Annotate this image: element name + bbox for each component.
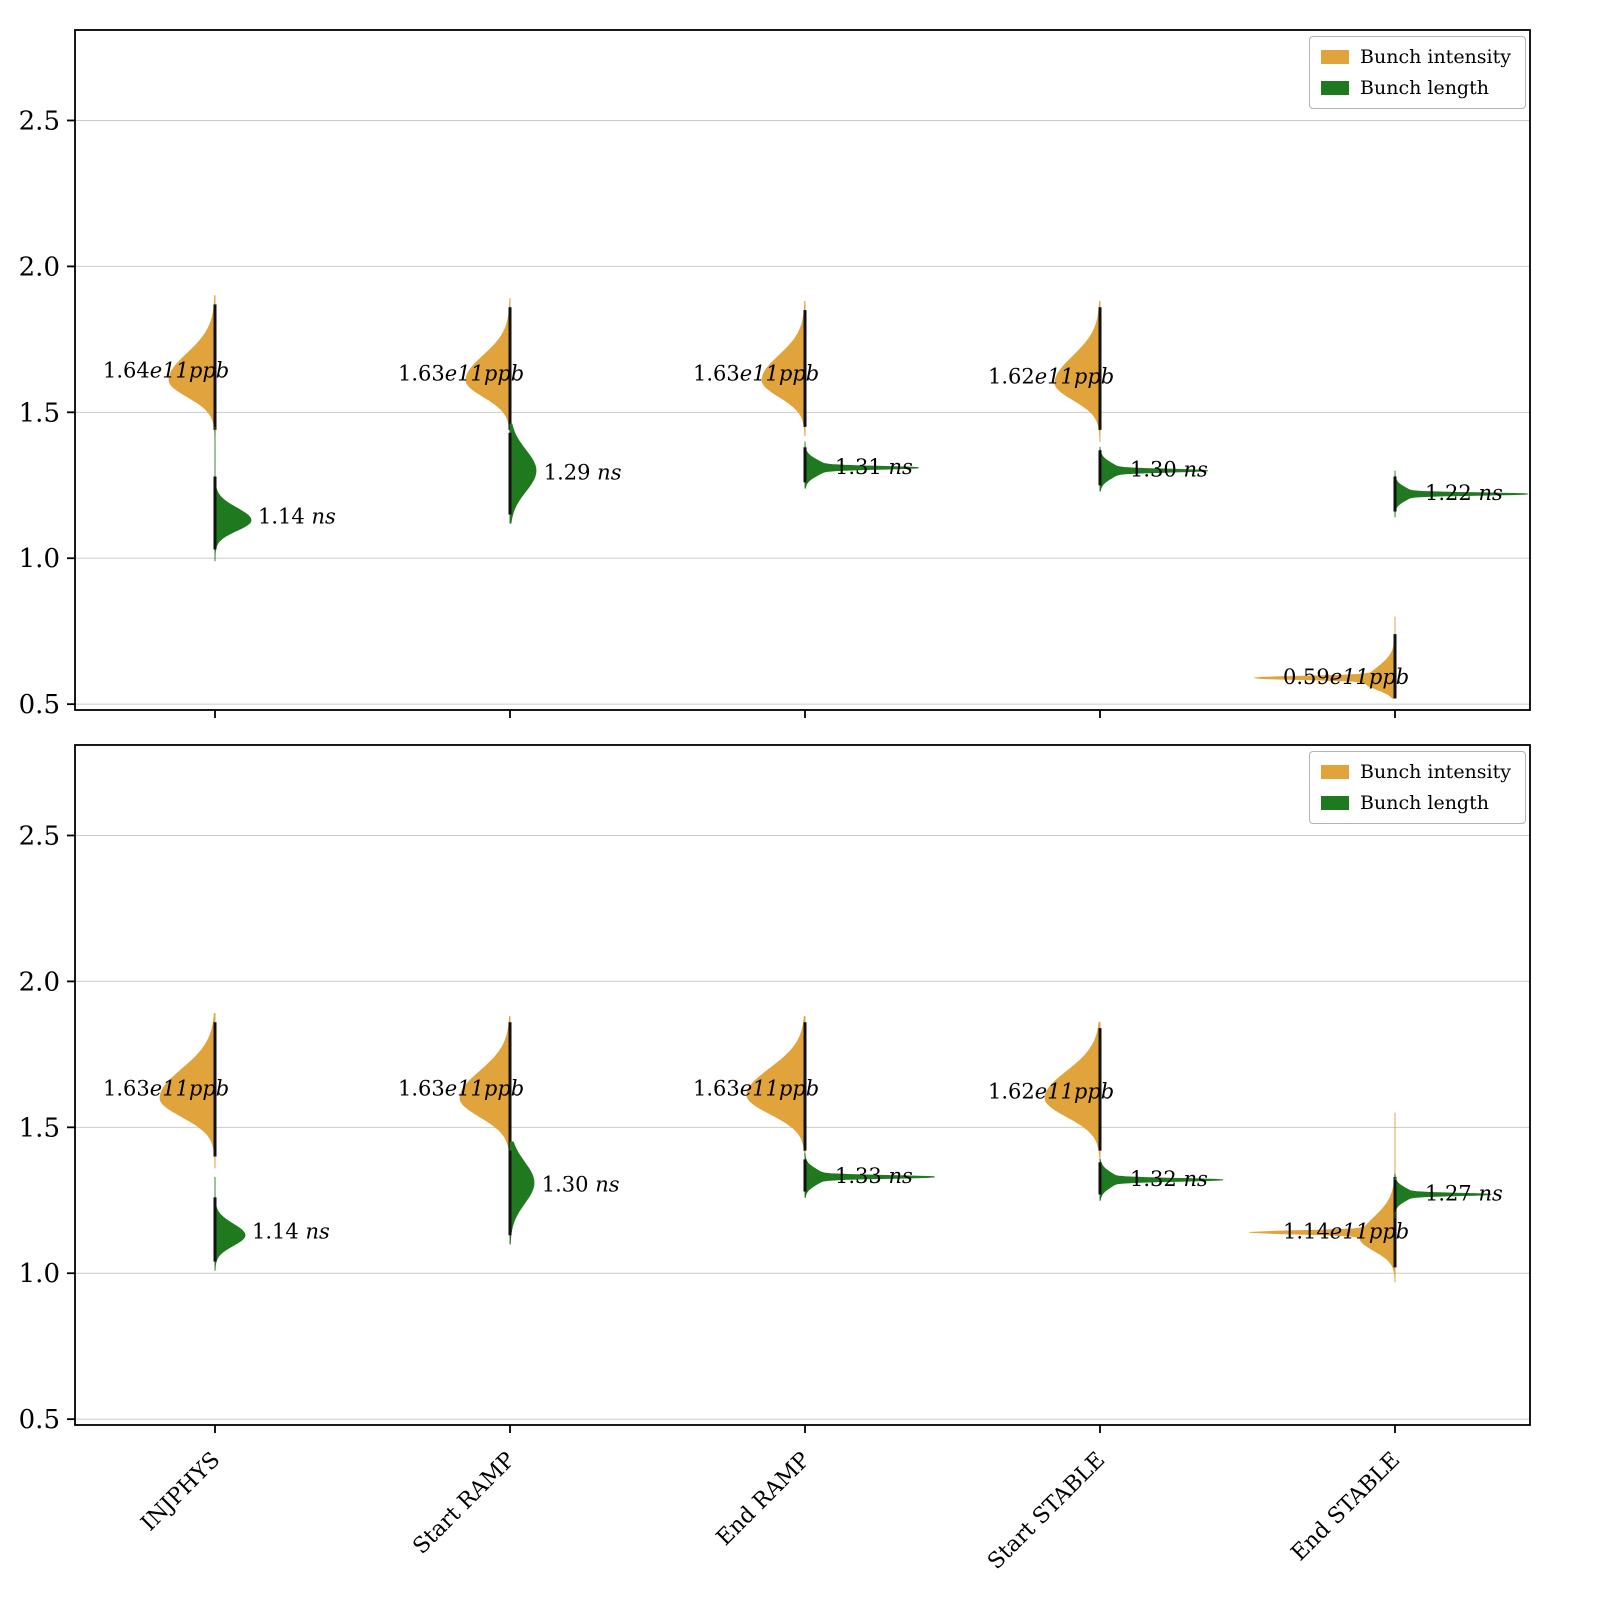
violin-bunch-intensity-end-stable: 0.59e11ppb [1254, 616, 1409, 699]
violin-bunch-length-injphys: 1.14 ns [213, 1176, 330, 1271]
violin-bunch-intensity-injphys: 1.64e11ppb [103, 295, 229, 437]
violin-annotation: 1.63e11ppb [398, 361, 524, 385]
violin-body [1054, 301, 1101, 442]
violin-body [214, 426, 252, 562]
violin-body [509, 423, 537, 524]
y-tick-label: 1.0 [19, 1259, 60, 1289]
legend-label-bunch-intensity: Bunch intensity [1360, 46, 1511, 68]
y-tick-label: 1.0 [19, 544, 60, 574]
subplot-1: 1.64e11ppb 1.14 ns 1.63e11ppb 1.29 ns 1.63e1… [19, 29, 1531, 720]
y-tick-label: 1.5 [19, 398, 60, 428]
violin-bunch-length-start-ramp: 1.29 ns [508, 423, 622, 524]
violin-bunch-intensity-end-ramp: 1.63e11ppb [693, 1016, 819, 1157]
legend-item-bunch-length: Bunch length [1321, 77, 1511, 99]
bunch-intensity-swatch-icon [1321, 765, 1350, 779]
subplot-2: 1.63e11ppb 1.14 ns 1.63e11ppb 1.30 ns 1.63e1… [19, 744, 1531, 1575]
violin-annotation: 1.32 ns [1130, 1166, 1208, 1190]
violin-annotation: 1.14 ns [252, 1219, 330, 1243]
legend-bottom: Bunch intensity Bunch length [1309, 751, 1526, 824]
violin-annotation: 0.59e11ppb [1283, 664, 1409, 688]
violin-bunch-length-start-ramp: 1.30 ns [508, 1141, 620, 1245]
violin-annotation: 1.14 ns [258, 504, 336, 528]
violin-bunch-intensity-start-stable: 1.62e11ppb [988, 301, 1114, 442]
violin-bunch-intensity-end-ramp: 1.63e11ppb [693, 301, 819, 437]
legend-label-bunch-length: Bunch length [1360, 792, 1489, 814]
x-tick-label: Start STABLE [983, 1448, 1110, 1575]
violin-body [1099, 1159, 1224, 1201]
y-tick-label: 1.5 [19, 1113, 60, 1143]
x-tick-label: Start RAMP [408, 1447, 520, 1559]
legend-item-bunch-length: Bunch length [1321, 792, 1511, 814]
y-tick-label: 2.0 [19, 252, 60, 282]
violin-annotation: 1.30 ns [1130, 457, 1208, 481]
violin-bunch-intensity-injphys: 1.63e11ppb [103, 1013, 229, 1169]
legend-top: Bunch intensity Bunch length [1309, 36, 1526, 109]
violin-bunch-length-end-ramp: 1.31 ns [803, 441, 919, 489]
violin-bunch-intensity-start-stable: 1.62e11ppb [988, 1021, 1114, 1160]
legend-label-bunch-length: Bunch length [1360, 77, 1489, 99]
bunch-length-swatch-icon [1321, 796, 1350, 810]
legend-label-bunch-intensity: Bunch intensity [1360, 761, 1511, 783]
y-tick-label: 2.5 [19, 821, 60, 851]
violin-annotation: 1.62e11ppb [988, 364, 1114, 388]
bunch-length-swatch-icon [1321, 81, 1350, 95]
violin-body [214, 1176, 246, 1271]
violin-body [746, 1016, 806, 1157]
violin-body [459, 1016, 511, 1163]
legend-item-bunch-intensity: Bunch intensity [1321, 46, 1511, 68]
violin-annotation: 1.63e11ppb [398, 1076, 524, 1100]
legend-item-bunch-intensity: Bunch intensity [1321, 761, 1511, 783]
violin-annotation: 1.30 ns [542, 1172, 620, 1196]
violin-bunch-length-start-stable: 1.32 ns [1098, 1159, 1224, 1201]
violin-bunch-length-end-ramp: 1.33 ns [803, 1153, 935, 1198]
y-tick-label: 2.5 [19, 106, 60, 136]
axes-frame [74, 29, 1531, 711]
violin-body [1044, 1021, 1101, 1160]
violin-body [465, 298, 511, 442]
violin-annotation: 1.64e11ppb [103, 358, 229, 382]
violin-bunch-intensity-start-ramp: 1.63e11ppb [398, 1016, 524, 1163]
x-tick-label: INJPHYS [137, 1448, 226, 1537]
axes-frame [74, 744, 1531, 1426]
violin-bunch-intensity-start-ramp: 1.63e11ppb [398, 298, 524, 442]
violin-annotation: 1.14e11ppb [1283, 1219, 1409, 1243]
violin-bunch-length-start-stable: 1.30 ns [1098, 446, 1208, 492]
violin-annotation: 1.63e11ppb [103, 1076, 229, 1100]
y-tick-label: 0.5 [19, 690, 60, 720]
violin-annotation: 1.29 ns [544, 460, 622, 484]
violin-body [509, 1141, 535, 1245]
violin-annotation: 1.22 ns [1425, 481, 1503, 505]
violin-body [1254, 616, 1396, 699]
violin-body [761, 301, 806, 437]
bunch-intensity-swatch-icon [1321, 50, 1350, 64]
violin-annotation: 1.62e11ppb [988, 1079, 1114, 1103]
violin-bunch-length-end-stable: 1.27 ns [1393, 1173, 1503, 1218]
x-tick-label: End STABLE [1287, 1448, 1405, 1566]
violin-annotation: 1.63e11ppb [693, 1076, 819, 1100]
violin-body [168, 295, 216, 437]
y-tick-label: 2.0 [19, 967, 60, 997]
violin-bunch-length-end-stable: 1.22 ns [1393, 470, 1529, 518]
violin-bunch-intensity-end-stable: 1.14e11ppb [1249, 1112, 1409, 1283]
violin-annotation: 1.31 ns [835, 454, 913, 478]
y-tick-label: 0.5 [19, 1405, 60, 1435]
violin-body [1249, 1112, 1396, 1283]
x-tick-label: End RAMP [712, 1447, 815, 1550]
violin-annotation: 1.63e11ppb [693, 361, 819, 385]
violin-annotation: 1.27 ns [1425, 1181, 1503, 1205]
violin-bunch-length-injphys: 1.14 ns [213, 426, 336, 562]
violin-body [159, 1013, 216, 1169]
violin-annotation: 1.33 ns [835, 1163, 913, 1187]
